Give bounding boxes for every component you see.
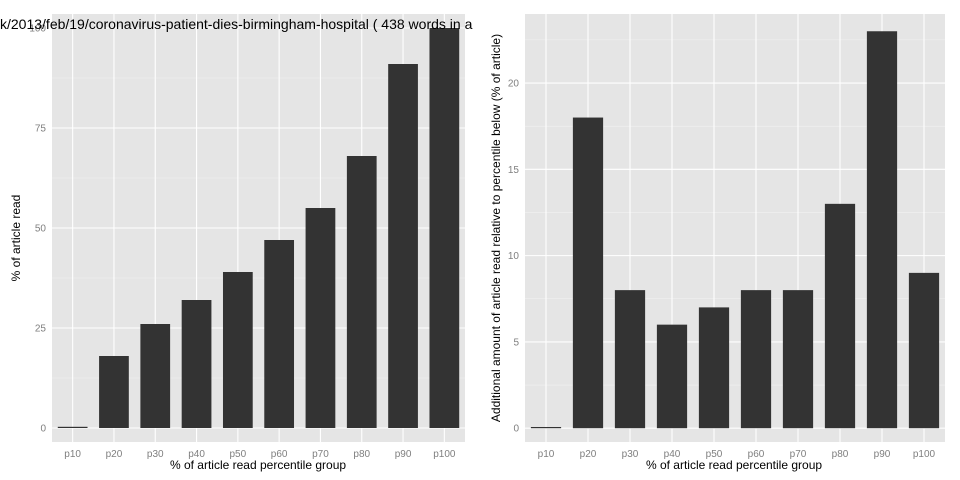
x-axis-title-right: % of article read percentile group bbox=[646, 458, 822, 472]
bar-left-p100 bbox=[429, 28, 459, 428]
x-tick-label-right: p10 bbox=[538, 449, 555, 460]
y-tick-label-right: 20 bbox=[508, 79, 520, 90]
x-tick-label-right: p20 bbox=[580, 449, 597, 460]
bar-left-p70 bbox=[306, 208, 336, 428]
bar-right-p90 bbox=[867, 31, 897, 428]
bar-right-p50 bbox=[699, 307, 729, 428]
y-tick-label-left: 75 bbox=[35, 124, 47, 135]
x-tick-label-right: p30 bbox=[622, 449, 639, 460]
bar-right-p30 bbox=[615, 290, 645, 428]
bar-right-p40 bbox=[657, 325, 687, 429]
y-tick-label-right: 15 bbox=[508, 165, 520, 176]
bar-left-p10 bbox=[58, 427, 88, 428]
bar-right-p20 bbox=[573, 118, 603, 429]
y-tick-label-left: 50 bbox=[35, 224, 47, 235]
bar-right-p10 bbox=[531, 427, 561, 428]
x-tick-label-left: p80 bbox=[353, 449, 370, 460]
x-tick-label-right: p90 bbox=[874, 449, 891, 460]
x-axis-title-left: % of article read percentile group bbox=[170, 458, 346, 472]
y-axis-title-right: Additional amount of article read relati… bbox=[489, 34, 503, 422]
bar-right-p60 bbox=[741, 290, 771, 428]
y-tick-label-left: 0 bbox=[40, 424, 46, 435]
bar-left-p30 bbox=[140, 324, 170, 428]
x-tick-label-left: p30 bbox=[147, 449, 164, 460]
bar-right-p100 bbox=[909, 273, 939, 428]
x-tick-label-left: p10 bbox=[64, 449, 81, 460]
bar-left-p90 bbox=[388, 64, 418, 428]
bar-right-p80 bbox=[825, 204, 855, 428]
y-tick-label-right: 10 bbox=[508, 251, 520, 262]
x-tick-label-right: p80 bbox=[832, 449, 849, 460]
y-tick-label-right: 0 bbox=[513, 424, 519, 435]
bar-left-p80 bbox=[347, 156, 377, 428]
bar-left-p20 bbox=[99, 356, 129, 428]
y-axis-title-left: % of article read bbox=[9, 195, 23, 282]
bar-right-p70 bbox=[783, 290, 813, 428]
y-tick-label-left: 25 bbox=[35, 324, 47, 335]
bar-left-p60 bbox=[264, 240, 294, 428]
x-tick-label-left: p90 bbox=[395, 449, 412, 460]
x-tick-label-right: p100 bbox=[913, 449, 936, 460]
x-tick-label-left: p20 bbox=[106, 449, 123, 460]
x-tick-label-left: p100 bbox=[433, 449, 456, 460]
y-tick-label-right: 5 bbox=[513, 337, 519, 348]
chart-title-left: k/2013/feb/19/coronavirus-patient-dies-b… bbox=[0, 16, 473, 32]
bar-left-p50 bbox=[223, 272, 253, 428]
bar-left-p40 bbox=[182, 300, 212, 428]
y-ticks-right: 0 5 10 15 20 bbox=[508, 79, 520, 435]
